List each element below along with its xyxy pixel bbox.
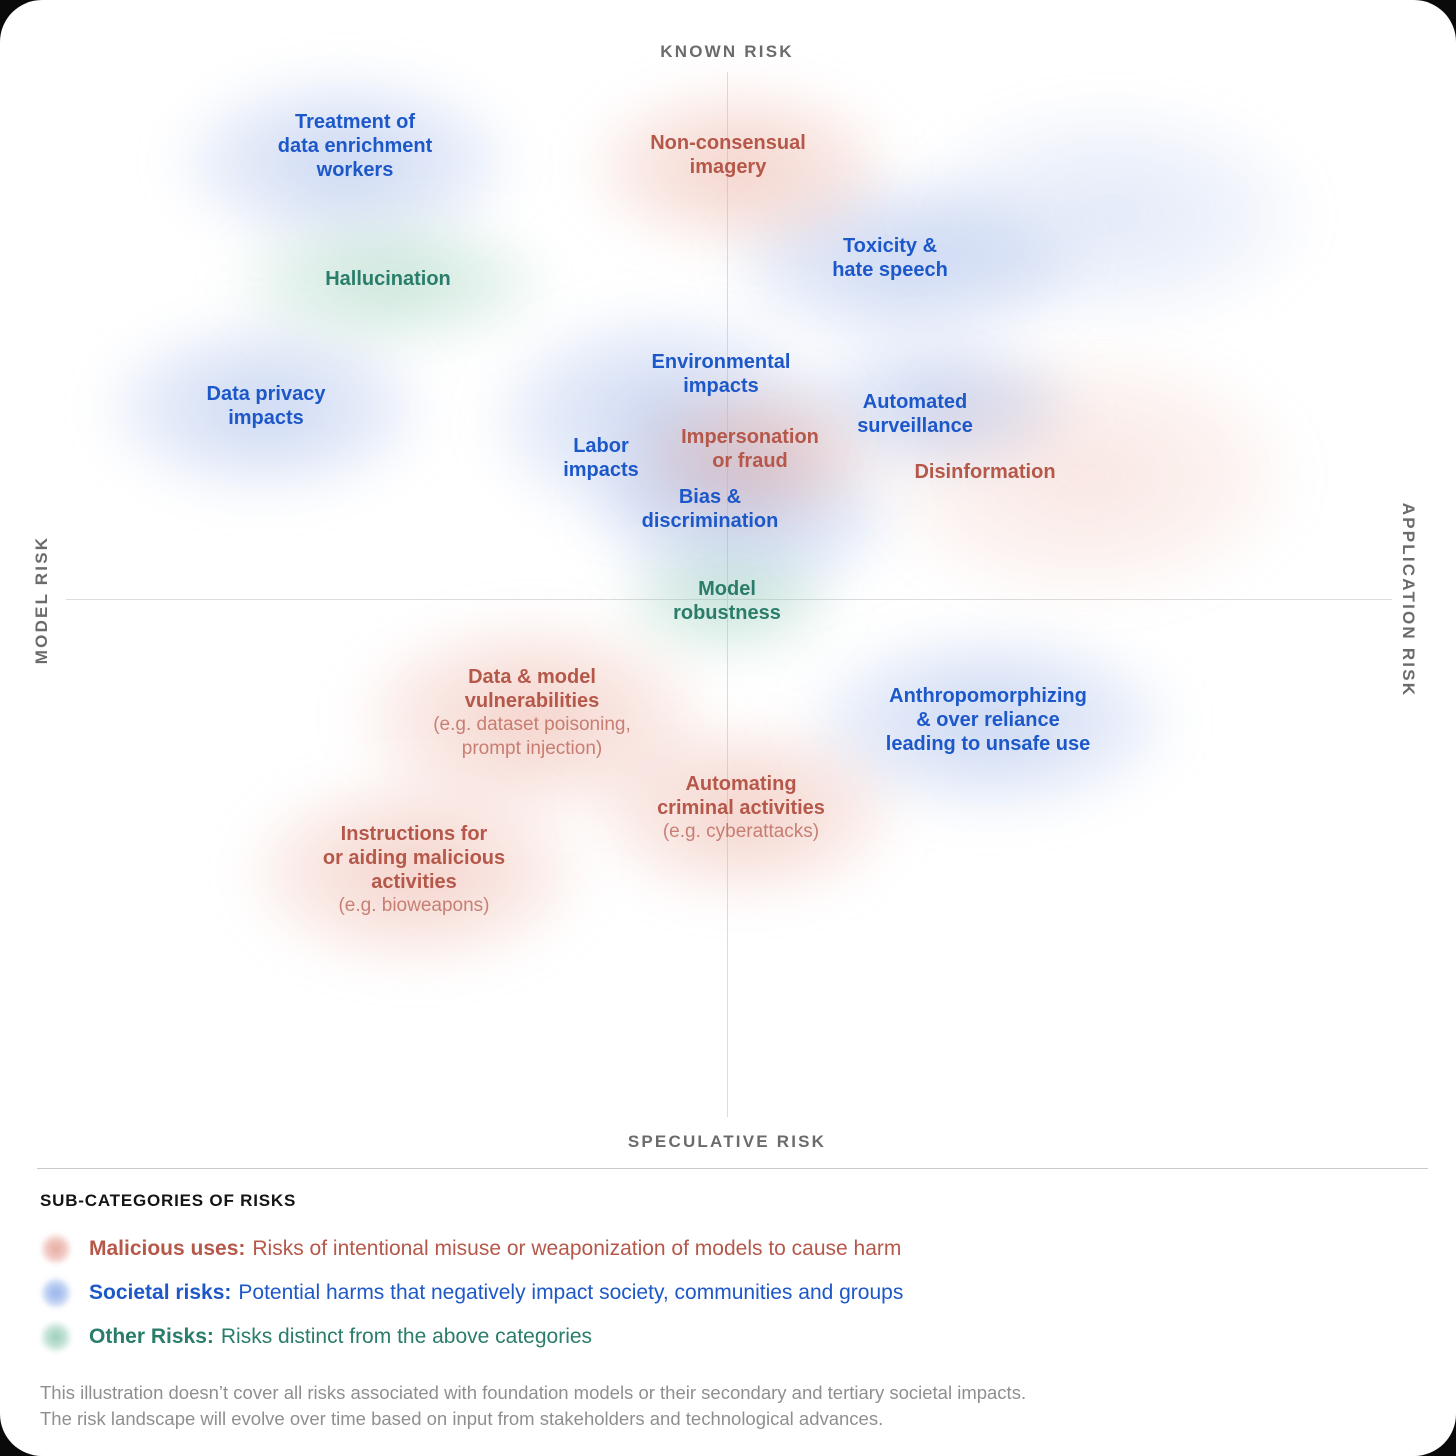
risk-label: Bias & discrimination (641, 486, 779, 532)
risk-toxicity-hate-speech: Toxicity & hate speech (832, 234, 948, 282)
risk-automating-criminal-activities: Automating criminal activities (e.g. cyb… (657, 772, 825, 844)
legend-label: Societal risks: (89, 1281, 232, 1304)
risk-impersonation-or-fraud: Impersonation or fraud (681, 425, 819, 473)
axis-label-model-risk: MODEL RISK (32, 535, 51, 665)
legend-label: Malicious uses: (89, 1237, 246, 1260)
societal-risks-dot-icon (40, 1277, 72, 1309)
footer-disclaimer: This illustration doesn’t cover all risk… (40, 1380, 1026, 1432)
legend-item-other-risks: Other Risks: Risks distinct from the abov… (40, 1321, 592, 1353)
risk-label: Instructions for or aiding malicious act… (322, 823, 506, 893)
legend-item-malicious-uses: Malicious uses: Risks of intentional misu… (40, 1233, 901, 1265)
risk-instructions-malicious-activities: Instructions for or aiding malicious act… (323, 822, 505, 918)
risk-label: Toxicity & hate speech (832, 235, 948, 281)
risk-labor-impacts: Labor impacts (563, 434, 639, 482)
risk-disinformation: Disinformation (914, 460, 1055, 484)
risk-non-consensual-imagery: Non-consensual imagery (650, 131, 806, 179)
legend-description: Potential harms that negatively impact s… (238, 1281, 904, 1304)
risk-anthropomorphizing-over-reliance: Anthropomorphizing & over reliance leadi… (886, 684, 1090, 756)
risk-data-privacy-impacts: Data privacy impacts (207, 382, 326, 430)
risk-label-example: (e.g. dataset poisoning, prompt injectio… (433, 714, 631, 759)
risk-label: Anthropomorphizing & over reliance leadi… (885, 685, 1091, 755)
risk-label-example: (e.g. bioweapons) (338, 895, 490, 916)
risk-label: Automating criminal activities (657, 773, 825, 819)
risk-label-example: (e.g. cyberattacks) (662, 821, 820, 842)
risk-label: Disinformation (914, 461, 1056, 483)
risk-label: Labor impacts (563, 435, 639, 481)
malicious-uses-dot-icon (40, 1233, 72, 1265)
legend-label: Other Risks: (89, 1325, 214, 1348)
risk-label: Data privacy impacts (206, 383, 326, 429)
legend-description: Risks of intentional misuse or weaponiza… (252, 1237, 902, 1260)
axis-label-speculative-risk: SPECULATIVE RISK (627, 1132, 827, 1151)
risk-treatment-of-data-enrichment-workers: Treatment of data enrichment workers (278, 110, 432, 182)
risk-label: Treatment of data enrichment workers (277, 111, 433, 181)
risk-data-model-vulnerabilities: Data & model vulnerabilities (e.g. datas… (433, 665, 631, 761)
risk-environmental-impacts: Environmental impacts (652, 350, 791, 398)
risk-automated-surveillance: Automated surveillance (857, 390, 973, 438)
risk-label: Automated surveillance (857, 391, 973, 437)
legend-divider (37, 1168, 1428, 1169)
axis-label-known-risk: KNOWN RISK (660, 42, 794, 61)
blob-societal-wash-topright (840, 65, 1380, 365)
risk-label: Impersonation or fraud (681, 426, 819, 472)
blob-malicious-disinformation (795, 300, 1375, 650)
risk-label: Model robustness (673, 578, 781, 624)
risk-label: Hallucination (325, 268, 451, 290)
risk-hallucination: Hallucination (325, 267, 451, 291)
legend-title: SUB-CATEGORIES OF RISKS (40, 1191, 297, 1210)
risk-bias-discrimination: Bias & discrimination (642, 485, 779, 533)
other-risks-dot-icon (40, 1321, 72, 1353)
risk-label: Non-consensual imagery (650, 132, 806, 178)
risk-label: Data & model vulnerabilities (464, 666, 600, 712)
legend-item-societal-risks: Societal risks: Potential harms that nega… (40, 1277, 903, 1309)
legend-description: Risks distinct from the above categories (220, 1325, 593, 1348)
footer-line-1: This illustration doesn’t cover all risk… (40, 1382, 1027, 1403)
axis-label-application-risk: APPLICATION RISK (1399, 502, 1418, 698)
footer-line-2: The risk landscape will evolve over time… (40, 1408, 884, 1429)
risk-model-robustness: Model robustness (673, 577, 781, 625)
risk-label: Environmental impacts (651, 351, 791, 397)
